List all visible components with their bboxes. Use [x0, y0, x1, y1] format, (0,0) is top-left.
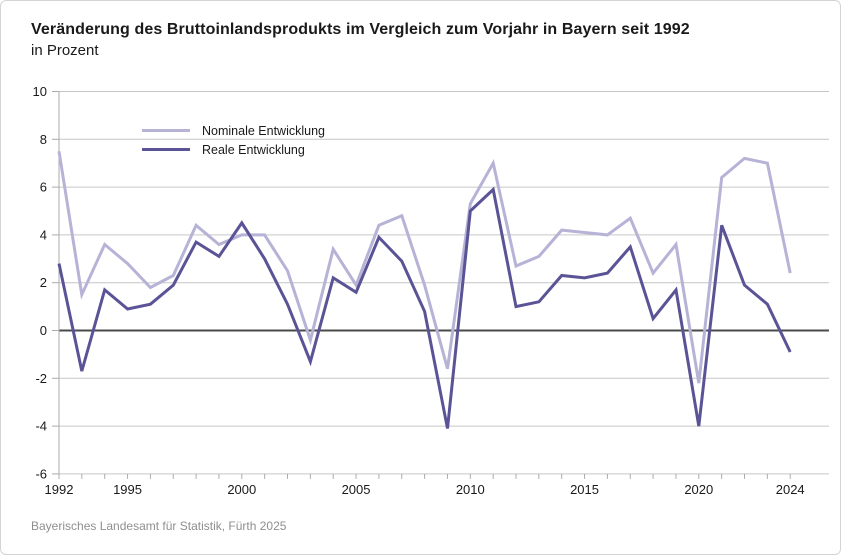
x-axis-label: 2010	[456, 482, 485, 497]
x-axis-label: 1995	[113, 482, 142, 497]
chart-header: Veränderung des Bruttoinlandsprodukts im…	[31, 19, 690, 59]
source-note: Bayerisches Landesamt für Statistik, Für…	[31, 519, 287, 533]
page-title: Veränderung des Bruttoinlandsprodukts im…	[31, 21, 690, 38]
legend-item-real: Reale Entwicklung	[142, 140, 325, 159]
legend-item-nominal: Nominale Entwicklung	[142, 121, 325, 140]
nominal-development-line	[57, 151, 792, 384]
y-axis-label: 0	[40, 323, 47, 338]
nominal-line-swatch	[142, 129, 190, 132]
legend-label-real: Reale Entwicklung	[202, 142, 305, 157]
x-axis-label: 2015	[570, 482, 599, 497]
x-axis-label: 2000	[227, 482, 256, 497]
chart-unit-subtitle: in Prozent	[31, 42, 99, 59]
legend-label-nominal: Nominale Entwicklung	[202, 123, 325, 138]
x-axis-label: 2005	[342, 482, 371, 497]
real-development-line	[57, 186, 792, 429]
y-axis-label: -2	[35, 371, 47, 386]
y-axis-label: 6	[40, 180, 47, 195]
y-axis-label: 8	[40, 132, 47, 147]
x-axis-label: 2020	[684, 482, 713, 497]
real-line-swatch	[142, 148, 190, 151]
x-axis-label: 2024	[776, 482, 805, 497]
y-axis-label: 4	[40, 227, 47, 242]
chart-legend: Nominale Entwicklung Reale Entwicklung	[142, 121, 325, 159]
y-axis-label: 10	[33, 84, 47, 99]
y-axis-label: -4	[35, 419, 47, 434]
x-axis-label: 1992	[45, 482, 74, 497]
y-axis-label: -6	[35, 466, 47, 481]
y-axis-label: 2	[40, 275, 47, 290]
